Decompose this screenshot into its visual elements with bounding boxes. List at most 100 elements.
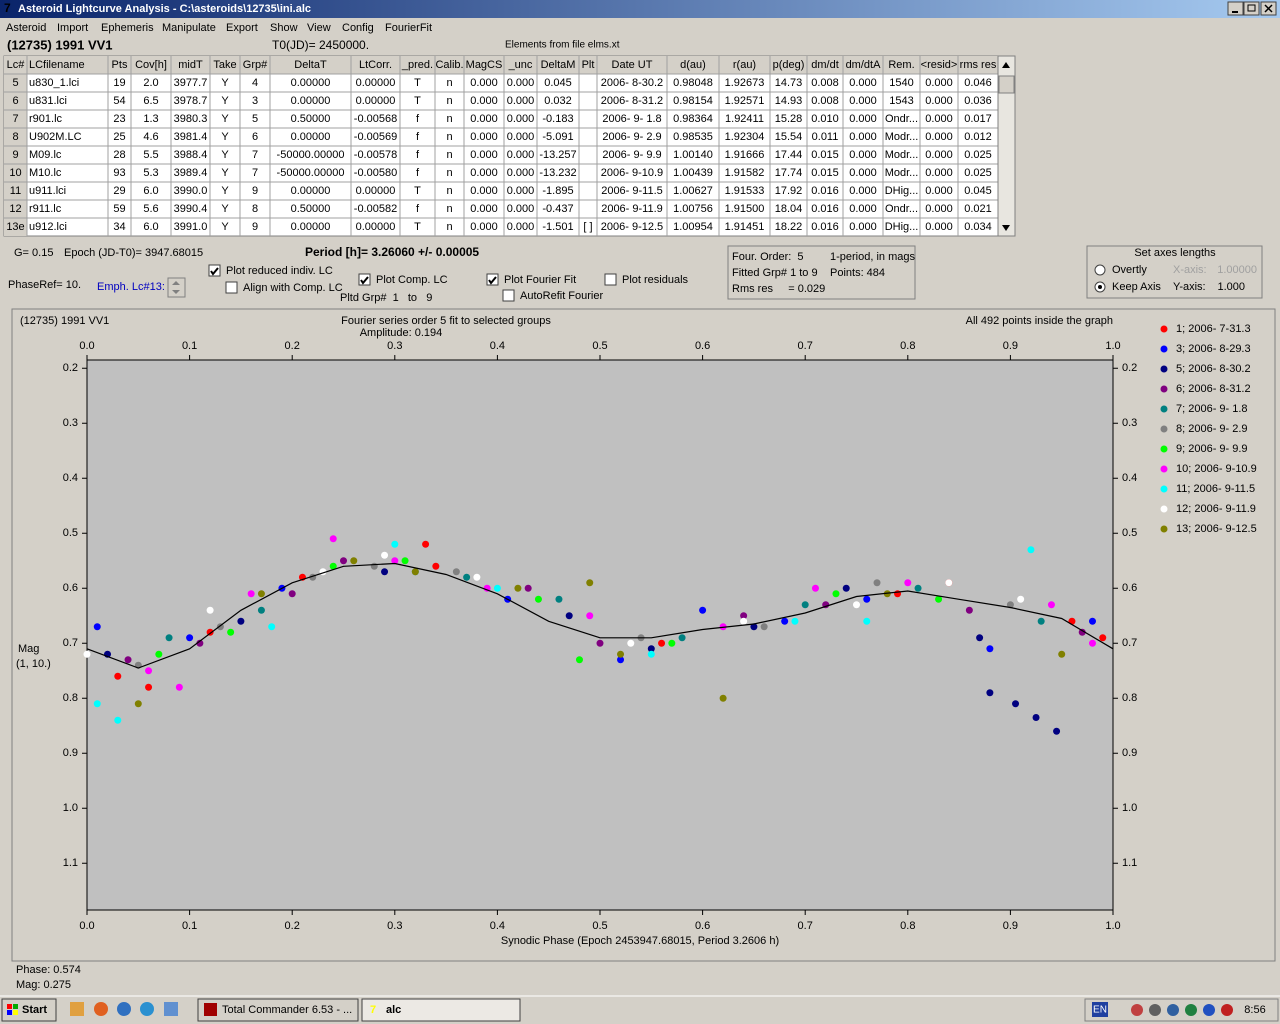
cell[interactable]: 3 — [252, 95, 258, 107]
cell[interactable]: 0.00000 — [356, 185, 396, 197]
cell[interactable]: 0.98364 — [673, 113, 713, 125]
cell[interactable]: u911.lci — [29, 185, 66, 197]
cell[interactable]: n — [446, 221, 452, 233]
cell[interactable]: Modr... — [885, 167, 919, 179]
cell[interactable]: f — [416, 131, 420, 143]
cell[interactable]: 0.000 — [925, 203, 953, 215]
cell[interactable]: 0.00000 — [291, 77, 331, 89]
column-header[interactable]: <resid> — [921, 59, 958, 71]
checkbox[interactable] — [208, 264, 221, 277]
cell[interactable]: 0.000 — [507, 167, 535, 179]
cell[interactable]: 6.0 — [143, 221, 158, 233]
cell[interactable]: 0.016 — [811, 221, 839, 233]
cell[interactable]: 0.00000 — [291, 131, 331, 143]
column-header[interactable]: dm/dt — [811, 59, 839, 71]
cell[interactable]: 34 — [113, 221, 125, 233]
column-header[interactable]: Grp# — [243, 59, 268, 71]
cell[interactable]: 0.000 — [507, 185, 535, 197]
cell[interactable]: 0.025 — [964, 149, 992, 161]
spinner[interactable] — [167, 277, 186, 298]
cell[interactable]: n — [446, 131, 452, 143]
cell[interactable]: Y — [221, 203, 229, 215]
cell[interactable]: f — [416, 203, 420, 215]
cell[interactable]: 0.000 — [470, 113, 498, 125]
cell[interactable]: -1.501 — [542, 221, 573, 233]
cell[interactable]: n — [446, 167, 452, 179]
cell[interactable]: 14.73 — [775, 77, 803, 89]
column-header[interactable]: Cov[h] — [135, 59, 167, 71]
cell[interactable]: 1.91500 — [725, 203, 765, 215]
checkbox-label[interactable]: Align with Comp. LC — [243, 282, 343, 294]
cell[interactable]: 5.5 — [143, 149, 158, 161]
cell[interactable]: 7 — [252, 149, 258, 161]
cell[interactable]: -5.091 — [542, 131, 573, 143]
cell[interactable]: 0.000 — [507, 131, 535, 143]
cell[interactable]: f — [416, 167, 420, 179]
cell[interactable]: 0.046 — [964, 77, 992, 89]
cell[interactable]: 1.00954 — [673, 221, 713, 233]
checkbox[interactable] — [486, 273, 499, 286]
cell[interactable]: T — [414, 221, 421, 233]
checkbox[interactable] — [604, 273, 617, 286]
cell[interactable]: f — [416, 149, 420, 161]
cell[interactable]: 0.000 — [849, 77, 877, 89]
cell[interactable]: 1.91582 — [725, 167, 765, 179]
cell[interactable]: n — [446, 95, 452, 107]
column-header[interactable]: rms res — [960, 59, 997, 71]
cell[interactable]: 3980.3 — [174, 113, 208, 125]
cell[interactable]: 0.000 — [849, 203, 877, 215]
checkbox-label[interactable]: AutoRefit Fourier — [520, 290, 603, 302]
cell[interactable]: 0.010 — [811, 113, 839, 125]
cell[interactable]: 7 — [252, 167, 258, 179]
menu-item[interactable]: Config — [342, 22, 374, 34]
cell[interactable]: 0.00000 — [291, 221, 331, 233]
cell[interactable]: 0.000 — [925, 131, 953, 143]
cell[interactable]: 0.000 — [925, 95, 953, 107]
cell[interactable]: 0.98048 — [673, 77, 713, 89]
menu-item[interactable]: Asteroid — [6, 22, 46, 34]
tray-icons[interactable] — [1131, 1004, 1233, 1016]
cell[interactable]: 8 — [12, 131, 18, 143]
cell[interactable]: 29 — [113, 185, 125, 197]
checkbox[interactable] — [358, 273, 371, 286]
cell[interactable]: 1.00140 — [673, 149, 713, 161]
cell[interactable]: 28 — [113, 149, 125, 161]
menu-item[interactable]: Ephemeris — [101, 22, 154, 34]
cell[interactable]: 1.92411 — [725, 113, 764, 125]
checkbox-label[interactable]: Plot Fourier Fit — [504, 274, 576, 286]
cell[interactable]: 11 — [10, 185, 21, 197]
column-header[interactable]: LCfilename — [29, 59, 85, 71]
cell[interactable]: 1.92673 — [725, 77, 765, 89]
cell[interactable]: 0.000 — [470, 77, 498, 89]
cell[interactable]: 1.91451 — [725, 221, 765, 233]
cell[interactable]: 0.021 — [964, 203, 992, 215]
menu-item[interactable]: FourierFit — [385, 22, 432, 34]
cell[interactable]: 2006- 8-31.2 — [601, 95, 663, 107]
cell[interactable]: 5 — [12, 77, 18, 89]
cell[interactable]: u912.lci — [29, 221, 67, 233]
cell[interactable]: 2006- 8-30.2 — [601, 77, 663, 89]
cell[interactable]: 7 — [12, 113, 18, 125]
cell[interactable]: 2006- 9- 9.9 — [602, 149, 661, 161]
scroll-up[interactable] — [1002, 62, 1010, 68]
cell[interactable]: 0.000 — [470, 167, 498, 179]
cell[interactable]: 0.016 — [811, 203, 839, 215]
cell[interactable]: 0.98535 — [673, 131, 713, 143]
cell[interactable]: 13e — [6, 221, 24, 233]
cell[interactable]: -13.257 — [539, 149, 576, 161]
cell[interactable]: 0.000 — [470, 221, 498, 233]
cell[interactable]: 93 — [113, 167, 125, 179]
cell[interactable]: 25 — [113, 131, 125, 143]
column-header[interactable]: Lc# — [7, 59, 26, 71]
cell[interactable]: 17.92 — [775, 185, 803, 197]
cell[interactable]: T — [414, 95, 421, 107]
cell[interactable]: 2006- 9- 1.8 — [602, 113, 661, 125]
cell[interactable]: 0.000 — [507, 95, 535, 107]
cell[interactable]: 15.54 — [775, 131, 803, 143]
cell[interactable]: 2006- 9-11.5 — [601, 185, 663, 197]
cell[interactable]: 14.93 — [775, 95, 803, 107]
cell[interactable]: 1.00627 — [673, 185, 713, 197]
cell[interactable]: Modr... — [885, 149, 919, 161]
cell[interactable]: 0.045 — [964, 185, 992, 197]
cell[interactable]: -0.00568 — [354, 113, 397, 125]
